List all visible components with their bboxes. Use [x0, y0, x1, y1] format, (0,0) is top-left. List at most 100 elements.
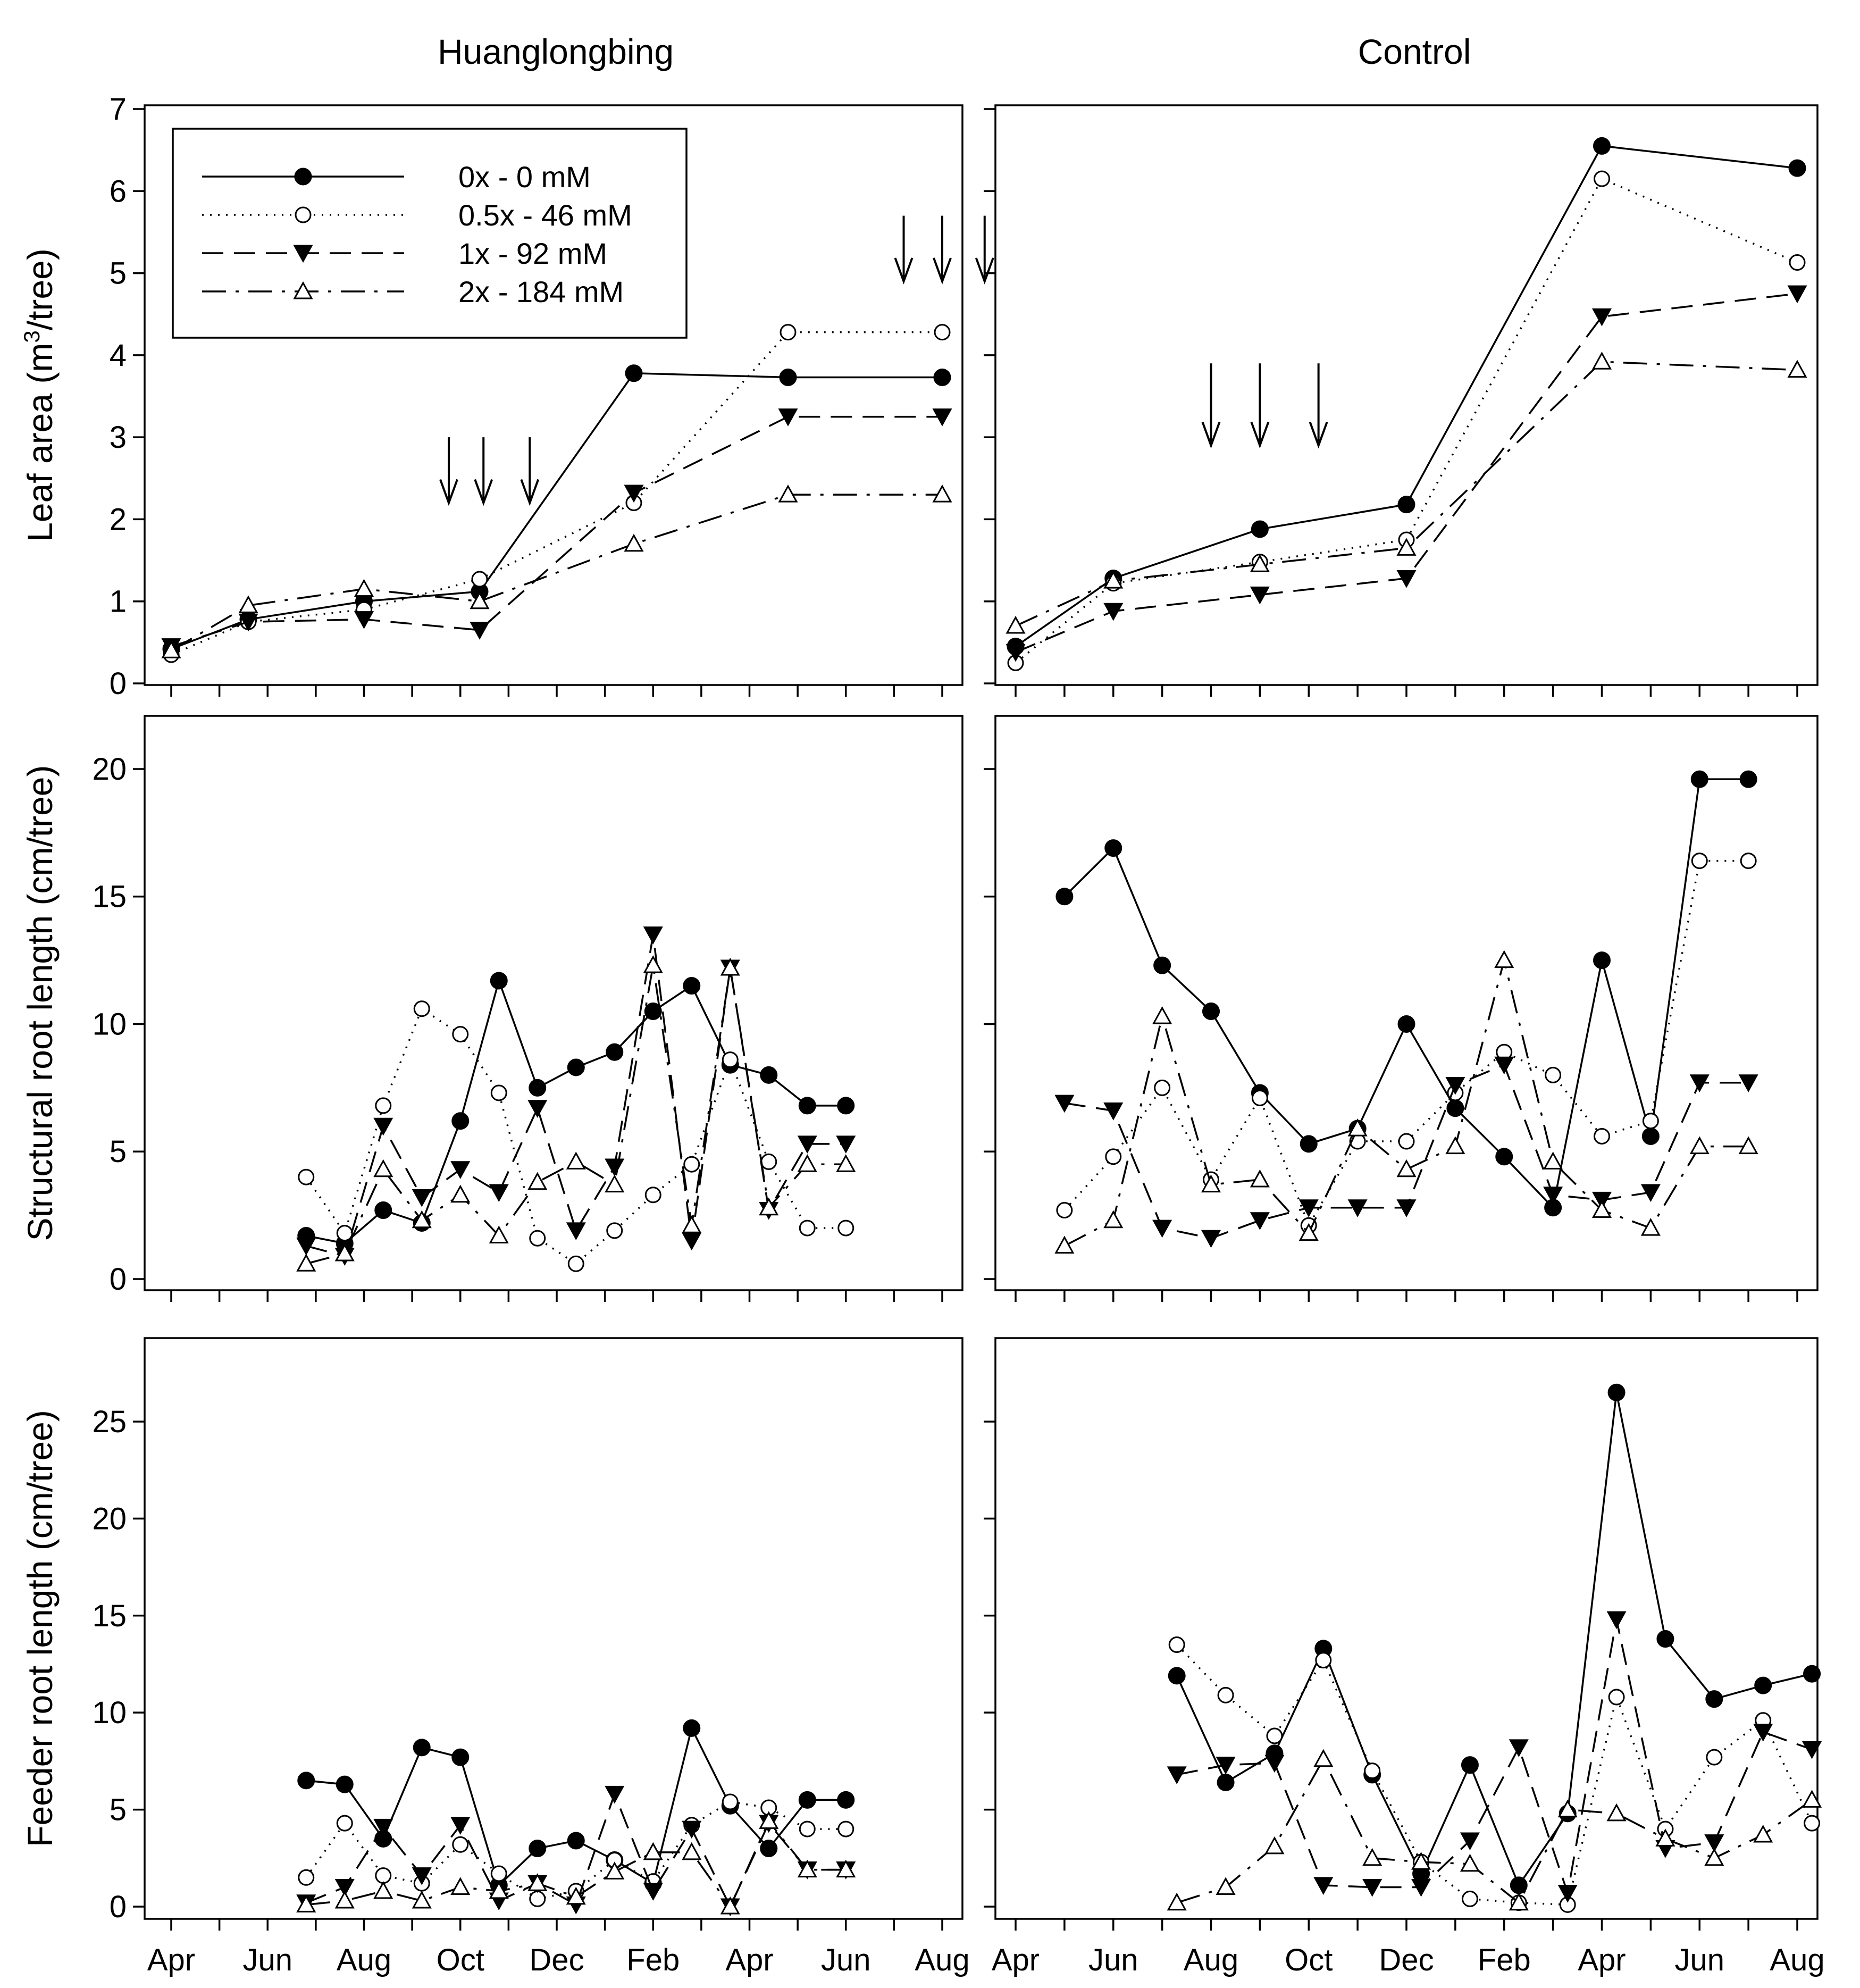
- data-point: [1461, 1890, 1478, 1907]
- panel-feeder-ctrl: [984, 1337, 1822, 1931]
- x-tick-label: Apr: [992, 1943, 1040, 1977]
- data-point: [1217, 1686, 1234, 1703]
- data-point: [354, 579, 374, 597]
- legend-marker: [293, 281, 313, 299]
- data-point: [334, 1879, 355, 1897]
- data-point: [1251, 520, 1269, 538]
- legend-marker: [293, 245, 313, 263]
- x-tick-label: Feb: [626, 1943, 680, 1977]
- data-point: [1608, 1689, 1625, 1706]
- data-point: [1250, 586, 1270, 605]
- data-point: [760, 1066, 778, 1084]
- y-tick-label: 7: [110, 92, 127, 127]
- data-point: [1264, 1755, 1285, 1773]
- data-point: [529, 1840, 547, 1858]
- data-point: [1396, 1199, 1417, 1217]
- data-point: [1396, 1159, 1417, 1177]
- series-s3: [1006, 352, 1807, 634]
- data-point: [605, 1785, 625, 1804]
- data-point: [1104, 839, 1122, 857]
- data-point: [643, 1842, 663, 1860]
- panel-frame: [144, 104, 963, 686]
- data-point: [1445, 1136, 1465, 1155]
- series-s1: [1168, 1636, 1821, 1913]
- data-point: [529, 1230, 546, 1247]
- data-point: [1055, 888, 1074, 906]
- data-point: [1788, 159, 1806, 177]
- panel-frame: [994, 104, 1819, 686]
- series-s2: [1167, 1611, 1822, 1903]
- data-point: [1738, 1136, 1758, 1155]
- data-point: [779, 369, 797, 387]
- series-line: [171, 494, 942, 651]
- data-point: [1445, 1077, 1465, 1095]
- data-point: [1494, 950, 1514, 968]
- data-point: [412, 1189, 432, 1207]
- arrow-head: [894, 257, 914, 285]
- data-point: [1103, 571, 1124, 589]
- series-line: [1176, 1392, 1812, 1887]
- data-point: [1167, 1766, 1187, 1785]
- data-point: [720, 1896, 740, 1915]
- column-titles: Huanglongbing Control: [438, 32, 1471, 71]
- data-point: [1642, 1113, 1659, 1130]
- data-point: [566, 1886, 586, 1905]
- y-tick-label: 0: [110, 1262, 127, 1297]
- panel-leaf-ctrl: [984, 104, 1819, 697]
- data-point: [1593, 951, 1611, 970]
- data-point: [722, 1793, 739, 1810]
- data-point: [1640, 1184, 1661, 1202]
- data-point: [799, 1219, 816, 1237]
- data-point: [566, 1222, 586, 1240]
- data-point: [567, 1255, 584, 1272]
- data-point: [683, 1719, 701, 1737]
- data-point: [1397, 496, 1415, 514]
- x-tick-label: Jun: [821, 1943, 871, 1977]
- legend-frame: [172, 128, 688, 339]
- data-point: [1396, 570, 1417, 588]
- data-point: [1494, 1056, 1514, 1075]
- data-point: [1411, 1879, 1431, 1897]
- data-point: [1591, 352, 1612, 370]
- y-tick-label: 25: [92, 1405, 127, 1439]
- data-point: [354, 611, 374, 629]
- data-point: [336, 1225, 353, 1242]
- data-point: [1591, 308, 1612, 327]
- data-point: [296, 1238, 316, 1256]
- data-point: [450, 1817, 471, 1835]
- series-s2: [1006, 285, 1807, 662]
- y-axis-title: Structural root length (cm/tree): [20, 765, 60, 1241]
- y-tick-label: 2: [110, 502, 127, 537]
- series-s0: [162, 364, 951, 658]
- legend: 0x - 0 mM 0.5x - 46 mM 1x - 92 mM 2x - 184 …: [172, 128, 688, 339]
- panel-feeder-hlb: 0 5 10 15 20 25: [92, 1337, 963, 1931]
- data-point: [1202, 1003, 1220, 1020]
- x-tick-label: Aug: [337, 1943, 391, 1977]
- data-point: [1591, 1200, 1612, 1218]
- data-point: [1509, 1739, 1529, 1757]
- data-point: [643, 1883, 663, 1901]
- data-point: [489, 1184, 509, 1202]
- data-point: [1362, 1848, 1383, 1866]
- data-point: [336, 1815, 353, 1832]
- data-point: [682, 1820, 702, 1839]
- data-point: [1398, 1133, 1415, 1150]
- data-point: [1153, 956, 1171, 974]
- data-point: [1557, 1884, 1578, 1903]
- data-point: [1103, 603, 1124, 621]
- data-point: [1705, 1690, 1723, 1708]
- series-line: [1176, 1757, 1813, 1905]
- data-point: [489, 1881, 509, 1899]
- data-point: [1313, 1877, 1334, 1895]
- data-point: [1397, 1015, 1415, 1033]
- data-point: [624, 533, 644, 552]
- data-point: [836, 1859, 856, 1878]
- y-axis-title-part: Leaf area (m: [20, 343, 60, 542]
- data-point: [799, 1820, 816, 1837]
- data-point: [778, 408, 798, 427]
- data-point: [1704, 1848, 1724, 1866]
- y-tick-label: 15: [92, 1599, 127, 1633]
- legend-label: 0x - 0 mM: [458, 160, 591, 194]
- series-line: [171, 331, 942, 656]
